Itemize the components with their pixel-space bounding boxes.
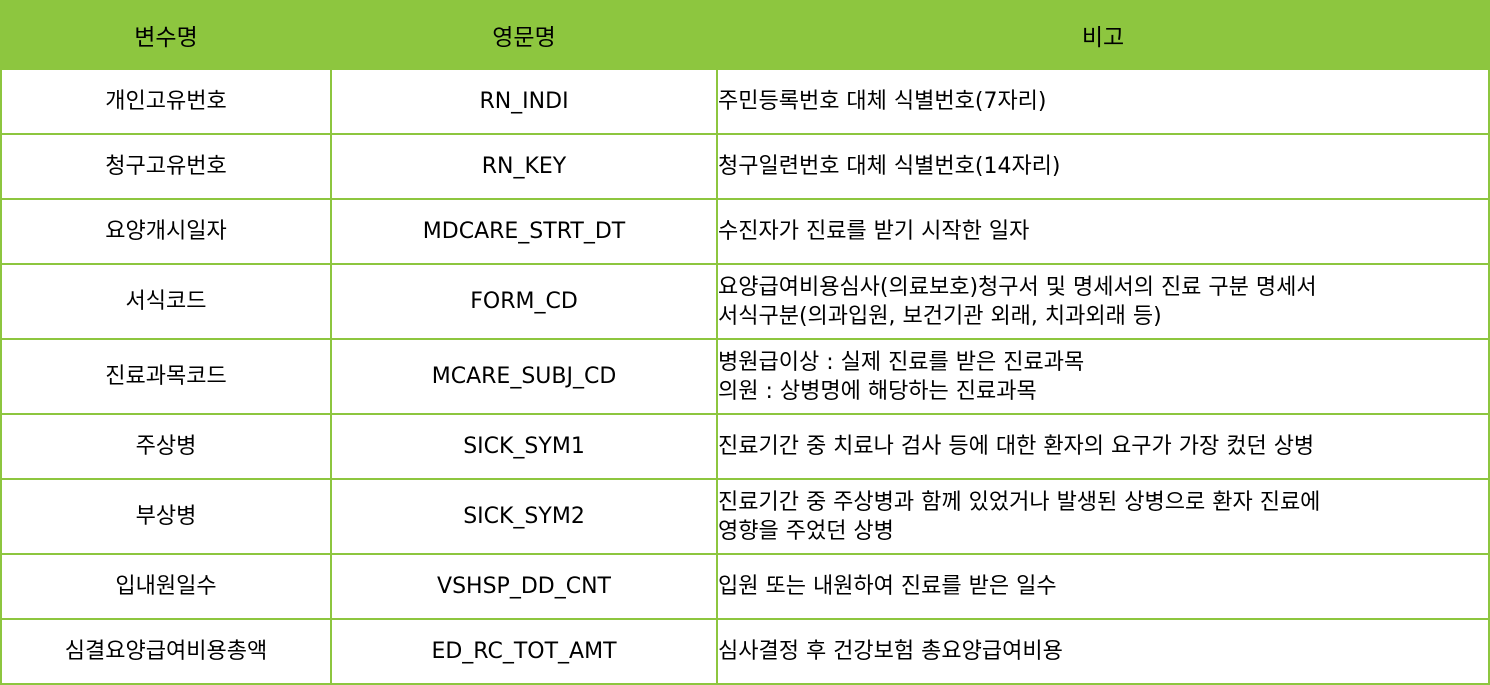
note-line: 진료기간 중 치료나 검사 등에 대한 환자의 요구가 가장 컸던 상병 <box>718 434 1315 459</box>
cell-english-name: ED_RC_TOT_AMT <box>330 618 718 685</box>
note-line: 수진자가 진료를 받기 시작한 일자 <box>718 219 1030 244</box>
table-row: 주상병 SICK_SYM1 진료기간 중 치료나 검사 등에 대한 환자의 요구… <box>0 413 1490 480</box>
cell-english-name: RN_KEY <box>330 133 718 200</box>
cell-note: 진료기간 중 치료나 검사 등에 대한 환자의 요구가 가장 컸던 상병 <box>716 413 1490 480</box>
cell-variable-name: 진료과목코드 <box>0 338 332 415</box>
cell-english-name: SICK_SYM1 <box>330 413 718 480</box>
cell-note: 진료기간 중 주상병과 함께 있었거나 발생된 상병으로 환자 진료에 영향을 … <box>716 478 1490 555</box>
note-line: 의원 : 상병명에 해당하는 진료과목 <box>718 378 1037 404</box>
note-line: 심사결정 후 건강보험 총요양급여비용 <box>718 639 1063 664</box>
cell-english-name: FORM_CD <box>330 263 718 340</box>
cell-english-name: RN_INDI <box>330 68 718 135</box>
cell-variable-name: 심결요양급여비용총액 <box>0 618 332 685</box>
note-line: 입원 또는 내원하여 진료를 받은 일수 <box>718 574 1057 599</box>
cell-note: 주민등록번호 대체 식별번호(7자리) <box>716 68 1490 135</box>
note-line: 진료기간 중 주상병과 함께 있었거나 발생된 상병으로 환자 진료에 <box>718 489 1321 515</box>
cell-note: 병원급이상 : 실제 진료를 받은 진료과목 의원 : 상병명에 해당하는 진료… <box>716 338 1490 415</box>
cell-english-name: MCARE_SUBJ_CD <box>330 338 718 415</box>
note-line: 영향을 주었던 상병 <box>718 518 894 544</box>
cell-english-name: MDCARE_STRT_DT <box>330 198 718 265</box>
table-row: 요양개시일자 MDCARE_STRT_DT 수진자가 진료를 받기 시작한 일자 <box>0 198 1490 265</box>
header-row: 변수명 영문명 비고 <box>0 0 1490 70</box>
table-body: 개인고유번호 RN_INDI 주민등록번호 대체 식별번호(7자리) 청구고유번… <box>0 68 1490 685</box>
table-row: 개인고유번호 RN_INDI 주민등록번호 대체 식별번호(7자리) <box>0 68 1490 135</box>
table-row: 부상병 SICK_SYM2 진료기간 중 주상병과 함께 있었거나 발생된 상병… <box>0 478 1490 555</box>
note-line: 청구일련번호 대체 식별번호(14자리) <box>718 154 1061 179</box>
cell-variable-name: 요양개시일자 <box>0 198 332 265</box>
cell-note: 수진자가 진료를 받기 시작한 일자 <box>716 198 1490 265</box>
note-line: 주민등록번호 대체 식별번호(7자리) <box>718 89 1047 114</box>
cell-variable-name: 부상병 <box>0 478 332 555</box>
cell-english-name: SICK_SYM2 <box>330 478 718 555</box>
note-line: 서식구분(의과입원, 보건기관 외래, 치과외래 등) <box>718 303 1162 329</box>
table-row: 입내원일수 VSHSP_DD_CNT 입원 또는 내원하여 진료를 받은 일수 <box>0 553 1490 620</box>
table-row: 진료과목코드 MCARE_SUBJ_CD 병원급이상 : 실제 진료를 받은 진… <box>0 338 1490 415</box>
cell-note: 심사결정 후 건강보험 총요양급여비용 <box>716 618 1490 685</box>
header-english-name: 영문명 <box>330 0 718 70</box>
header-variable-name: 변수명 <box>0 0 332 70</box>
cell-english-name: VSHSP_DD_CNT <box>330 553 718 620</box>
table-row: 청구고유번호 RN_KEY 청구일련번호 대체 식별번호(14자리) <box>0 133 1490 200</box>
cell-note: 요양급여비용심사(의료보호)청구서 및 명세서의 진료 구분 명세서 서식구분(… <box>716 263 1490 340</box>
cell-note: 입원 또는 내원하여 진료를 받은 일수 <box>716 553 1490 620</box>
table-row: 서식코드 FORM_CD 요양급여비용심사(의료보호)청구서 및 명세서의 진료… <box>0 263 1490 340</box>
table-header: 변수명 영문명 비고 <box>0 0 1490 70</box>
table-row: 심결요양급여비용총액 ED_RC_TOT_AMT 심사결정 후 건강보험 총요양… <box>0 618 1490 685</box>
cell-variable-name: 주상병 <box>0 413 332 480</box>
cell-variable-name: 서식코드 <box>0 263 332 340</box>
cell-variable-name: 청구고유번호 <box>0 133 332 200</box>
cell-variable-name: 입내원일수 <box>0 553 332 620</box>
cell-variable-name: 개인고유번호 <box>0 68 332 135</box>
note-line: 요양급여비용심사(의료보호)청구서 및 명세서의 진료 구분 명세서 <box>718 274 1317 300</box>
header-note: 비고 <box>716 0 1490 70</box>
cell-note: 청구일련번호 대체 식별번호(14자리) <box>716 133 1490 200</box>
note-line: 병원급이상 : 실제 진료를 받은 진료과목 <box>718 349 1085 375</box>
